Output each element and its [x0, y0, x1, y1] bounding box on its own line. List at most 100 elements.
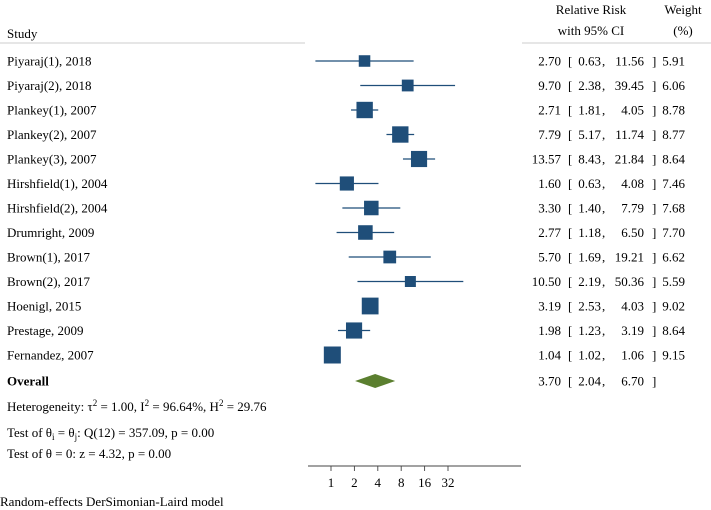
- ci-lower-value: 1.69: [578, 250, 601, 265]
- ci-comma: ,: [602, 103, 605, 118]
- overall-rr-value: 3.70: [538, 374, 561, 389]
- point-estimate-marker: [356, 101, 373, 119]
- ci-close-bracket: ]: [652, 54, 656, 69]
- ci-open-bracket: [: [568, 274, 572, 289]
- ci-upper-value: 19.21: [615, 250, 644, 265]
- model-footnote: Random-effects DerSimonian-Laird model: [0, 494, 224, 509]
- ci-open-bracket: [: [568, 348, 572, 363]
- point-estimate-marker: [401, 79, 414, 92]
- weight-value: 5.59: [662, 274, 685, 289]
- weight-header-line2: (%): [673, 23, 693, 38]
- study-label: Brown(1), 2017: [7, 250, 91, 265]
- ci-close-bracket: ]: [652, 299, 656, 314]
- overall-ci-upper: 6.70: [621, 374, 644, 389]
- ci-upper-value: 4.05: [621, 103, 644, 118]
- rr-value: 5.70: [538, 250, 561, 265]
- weight-value: 8.78: [662, 103, 685, 118]
- weight-value: 6.62: [662, 250, 685, 265]
- rr-value: 1.04: [538, 348, 561, 363]
- ci-lower-value: 8.43: [578, 152, 601, 167]
- point-estimate-marker: [410, 150, 428, 168]
- study-label: Fernandez, 2007: [7, 348, 94, 363]
- x-axis-tick-label: 8: [398, 475, 405, 490]
- rr-value: 10.50: [532, 274, 561, 289]
- ci-close-bracket: ]: [652, 348, 656, 363]
- ci-upper-value: 4.08: [621, 176, 644, 191]
- ci-open-bracket: [: [568, 127, 572, 142]
- ci-upper-value: 4.03: [621, 299, 644, 314]
- overall-ci-lower: 2.04: [578, 374, 601, 389]
- ci-lower-value: 0.63: [578, 54, 601, 69]
- weight-header-line1: Weight: [664, 2, 702, 17]
- overall-ci-close-bracket: ]: [652, 374, 656, 389]
- rr-value: 9.70: [538, 78, 561, 93]
- x-axis-tick-label: 1: [328, 475, 335, 490]
- ci-close-bracket: ]: [652, 250, 656, 265]
- ci-upper-value: 11.74: [615, 127, 644, 142]
- ci-open-bracket: [: [568, 299, 572, 314]
- rr-value: 3.19: [538, 299, 561, 314]
- test-equality-stats: Test of θi = θj: Q(12) = 357.09, p = 0.0…: [7, 425, 214, 442]
- ci-open-bracket: [: [568, 176, 572, 191]
- x-axis-tick-label: 32: [442, 475, 455, 490]
- x-axis-tick-label: 2: [351, 475, 358, 490]
- ci-open-bracket: [: [568, 201, 572, 216]
- effect-header-line1: Relative Risk: [556, 2, 627, 17]
- ci-open-bracket: [: [568, 103, 572, 118]
- study-label: Plankey(2), 2007: [7, 127, 97, 142]
- study-label: Piyaraj(2), 2018: [7, 78, 91, 93]
- study-label: Piyaraj(1), 2018: [7, 54, 91, 69]
- weight-value: 9.02: [662, 299, 685, 314]
- point-estimate-marker: [361, 297, 379, 315]
- study-label: Brown(2), 2017: [7, 274, 91, 289]
- ci-comma: ,: [602, 299, 605, 314]
- ci-lower-value: 1.02: [578, 348, 601, 363]
- weight-value: 7.68: [662, 201, 685, 216]
- weight-value: 7.46: [662, 176, 685, 191]
- point-estimate-marker: [383, 250, 397, 264]
- ci-close-bracket: ]: [652, 323, 656, 338]
- study-label: Prestage, 2009: [7, 323, 84, 338]
- rr-value: 13.57: [532, 152, 562, 167]
- ci-open-bracket: [: [568, 250, 572, 265]
- ci-comma: ,: [602, 152, 605, 167]
- ci-open-bracket: [: [568, 323, 572, 338]
- rr-value: 1.98: [538, 323, 561, 338]
- ci-close-bracket: ]: [652, 176, 656, 191]
- ci-upper-value: 6.50: [621, 225, 644, 240]
- ci-upper-value: 50.36: [615, 274, 645, 289]
- point-estimate-marker: [364, 200, 379, 216]
- ci-close-bracket: ]: [652, 152, 656, 167]
- weight-value: 8.64: [662, 152, 685, 167]
- ci-lower-value: 2.38: [578, 78, 601, 93]
- ci-close-bracket: ]: [652, 78, 656, 93]
- ci-comma: ,: [602, 225, 605, 240]
- ci-comma: ,: [602, 176, 605, 191]
- study-label: Plankey(3), 2007: [7, 152, 97, 167]
- ci-lower-value: 0.63: [578, 176, 601, 191]
- overall-ci-open-bracket: [: [568, 374, 572, 389]
- rr-value: 3.30: [538, 201, 561, 216]
- study-label: Plankey(1), 2007: [7, 103, 97, 118]
- overall-diamond: [355, 374, 396, 388]
- ci-comma: ,: [602, 323, 605, 338]
- point-estimate-marker: [392, 126, 409, 143]
- study-label: Hoenigl, 2015: [7, 299, 81, 314]
- study-header: Study: [7, 26, 38, 41]
- rr-value: 7.79: [538, 127, 561, 142]
- ci-close-bracket: ]: [652, 127, 656, 142]
- ci-lower-value: 1.18: [578, 225, 601, 240]
- ci-upper-value: 1.06: [621, 348, 644, 363]
- rr-value: 1.60: [538, 176, 561, 191]
- ci-comma: ,: [602, 201, 605, 216]
- weight-value: 5.91: [662, 54, 685, 69]
- point-estimate-marker: [339, 176, 354, 191]
- ci-lower-value: 1.81: [578, 103, 601, 118]
- ci-open-bracket: [: [568, 152, 572, 167]
- point-estimate-marker: [358, 225, 373, 240]
- study-label: Hirshfield(1), 2004: [7, 176, 108, 191]
- ci-open-bracket: [: [568, 78, 572, 93]
- rr-value: 2.71: [538, 103, 561, 118]
- heterogeneity-stats: Heterogeneity: τ2 = 1.00, I2 = 96.64%, H…: [7, 398, 267, 414]
- ci-close-bracket: ]: [652, 201, 656, 216]
